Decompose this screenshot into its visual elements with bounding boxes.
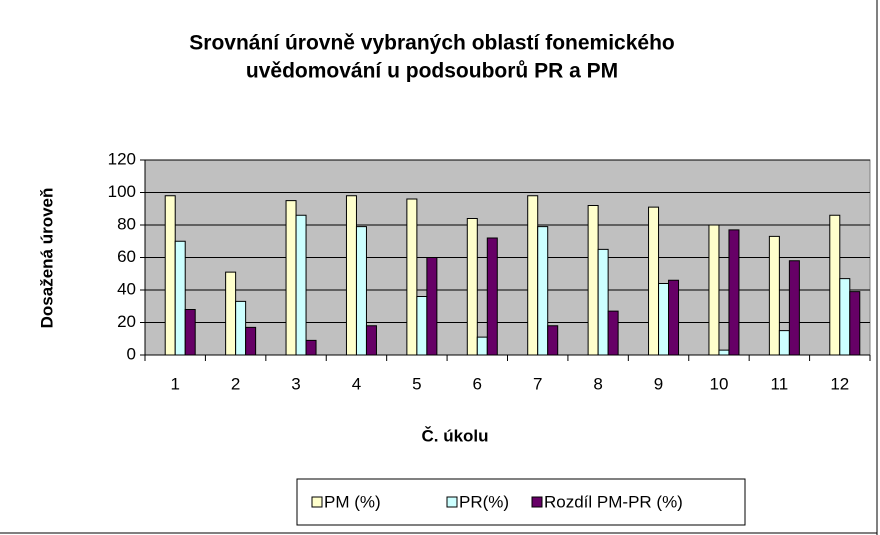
bar [597,248,609,356]
bar [345,195,357,356]
legend-label: PM (%) [324,492,381,511]
bar [658,283,670,356]
x-tick-label: 10 [709,374,728,393]
legend-label: Rozdíl PM-PR (%) [544,492,683,511]
bar [426,257,438,356]
x-tick-label: 12 [830,374,849,393]
x-tick-label: 8 [593,374,602,393]
chart-title: Srovnání úrovně vybraných oblastí fonemi… [189,32,674,55]
bar [829,214,841,356]
bar [235,300,247,356]
bar [486,237,498,356]
x-tick-label: 6 [473,374,482,393]
legend-swatch [446,496,458,508]
bar [537,226,549,356]
bar [849,291,861,356]
bar [174,240,186,356]
bar [718,349,730,356]
legend-label: PR(%) [459,492,509,511]
x-tick-label: 5 [412,374,421,393]
bar [355,226,367,356]
legend-swatch [311,496,323,508]
y-tick-label: 100 [108,182,136,201]
y-tick-label: 20 [117,312,136,331]
bar [295,214,307,356]
y-tick-label: 40 [117,279,136,298]
bar [547,325,559,356]
bar [708,224,720,356]
bar [245,326,257,356]
x-tick-label: 3 [291,374,300,393]
bar [164,195,176,356]
x-tick-label: 7 [533,374,542,393]
bar [587,205,599,356]
bar [728,229,740,356]
bar [648,206,660,356]
y-tick-label: 80 [117,214,136,233]
bar [788,260,800,356]
bar [768,235,780,356]
x-tick-label: 4 [352,374,361,393]
bar [668,279,680,356]
bar [839,278,851,356]
bar [184,309,196,356]
x-tick-label: 11 [771,374,789,393]
bar [225,271,237,356]
x-tick-label: 2 [231,374,240,393]
bar [778,330,790,356]
y-axis-title: Dosažená úroveň [37,188,56,329]
bar [305,339,317,356]
bar [406,198,418,356]
x-axis-title: Č. úkolu [421,426,488,445]
legend-swatch [531,496,543,508]
y-tick-label: 120 [108,149,136,168]
bar [466,218,478,356]
bar [416,296,428,356]
y-tick-label: 0 [127,344,136,363]
bar [476,336,488,356]
y-tick-label: 60 [117,247,136,266]
bar [365,325,377,356]
bar [527,195,539,356]
bar [285,200,297,356]
x-tick-label: 1 [170,374,179,393]
x-tick-label: 9 [654,374,663,393]
legend [296,478,746,526]
chart-title: uvědomování u podsouborů PR a PM [246,60,618,83]
bar [607,310,619,356]
